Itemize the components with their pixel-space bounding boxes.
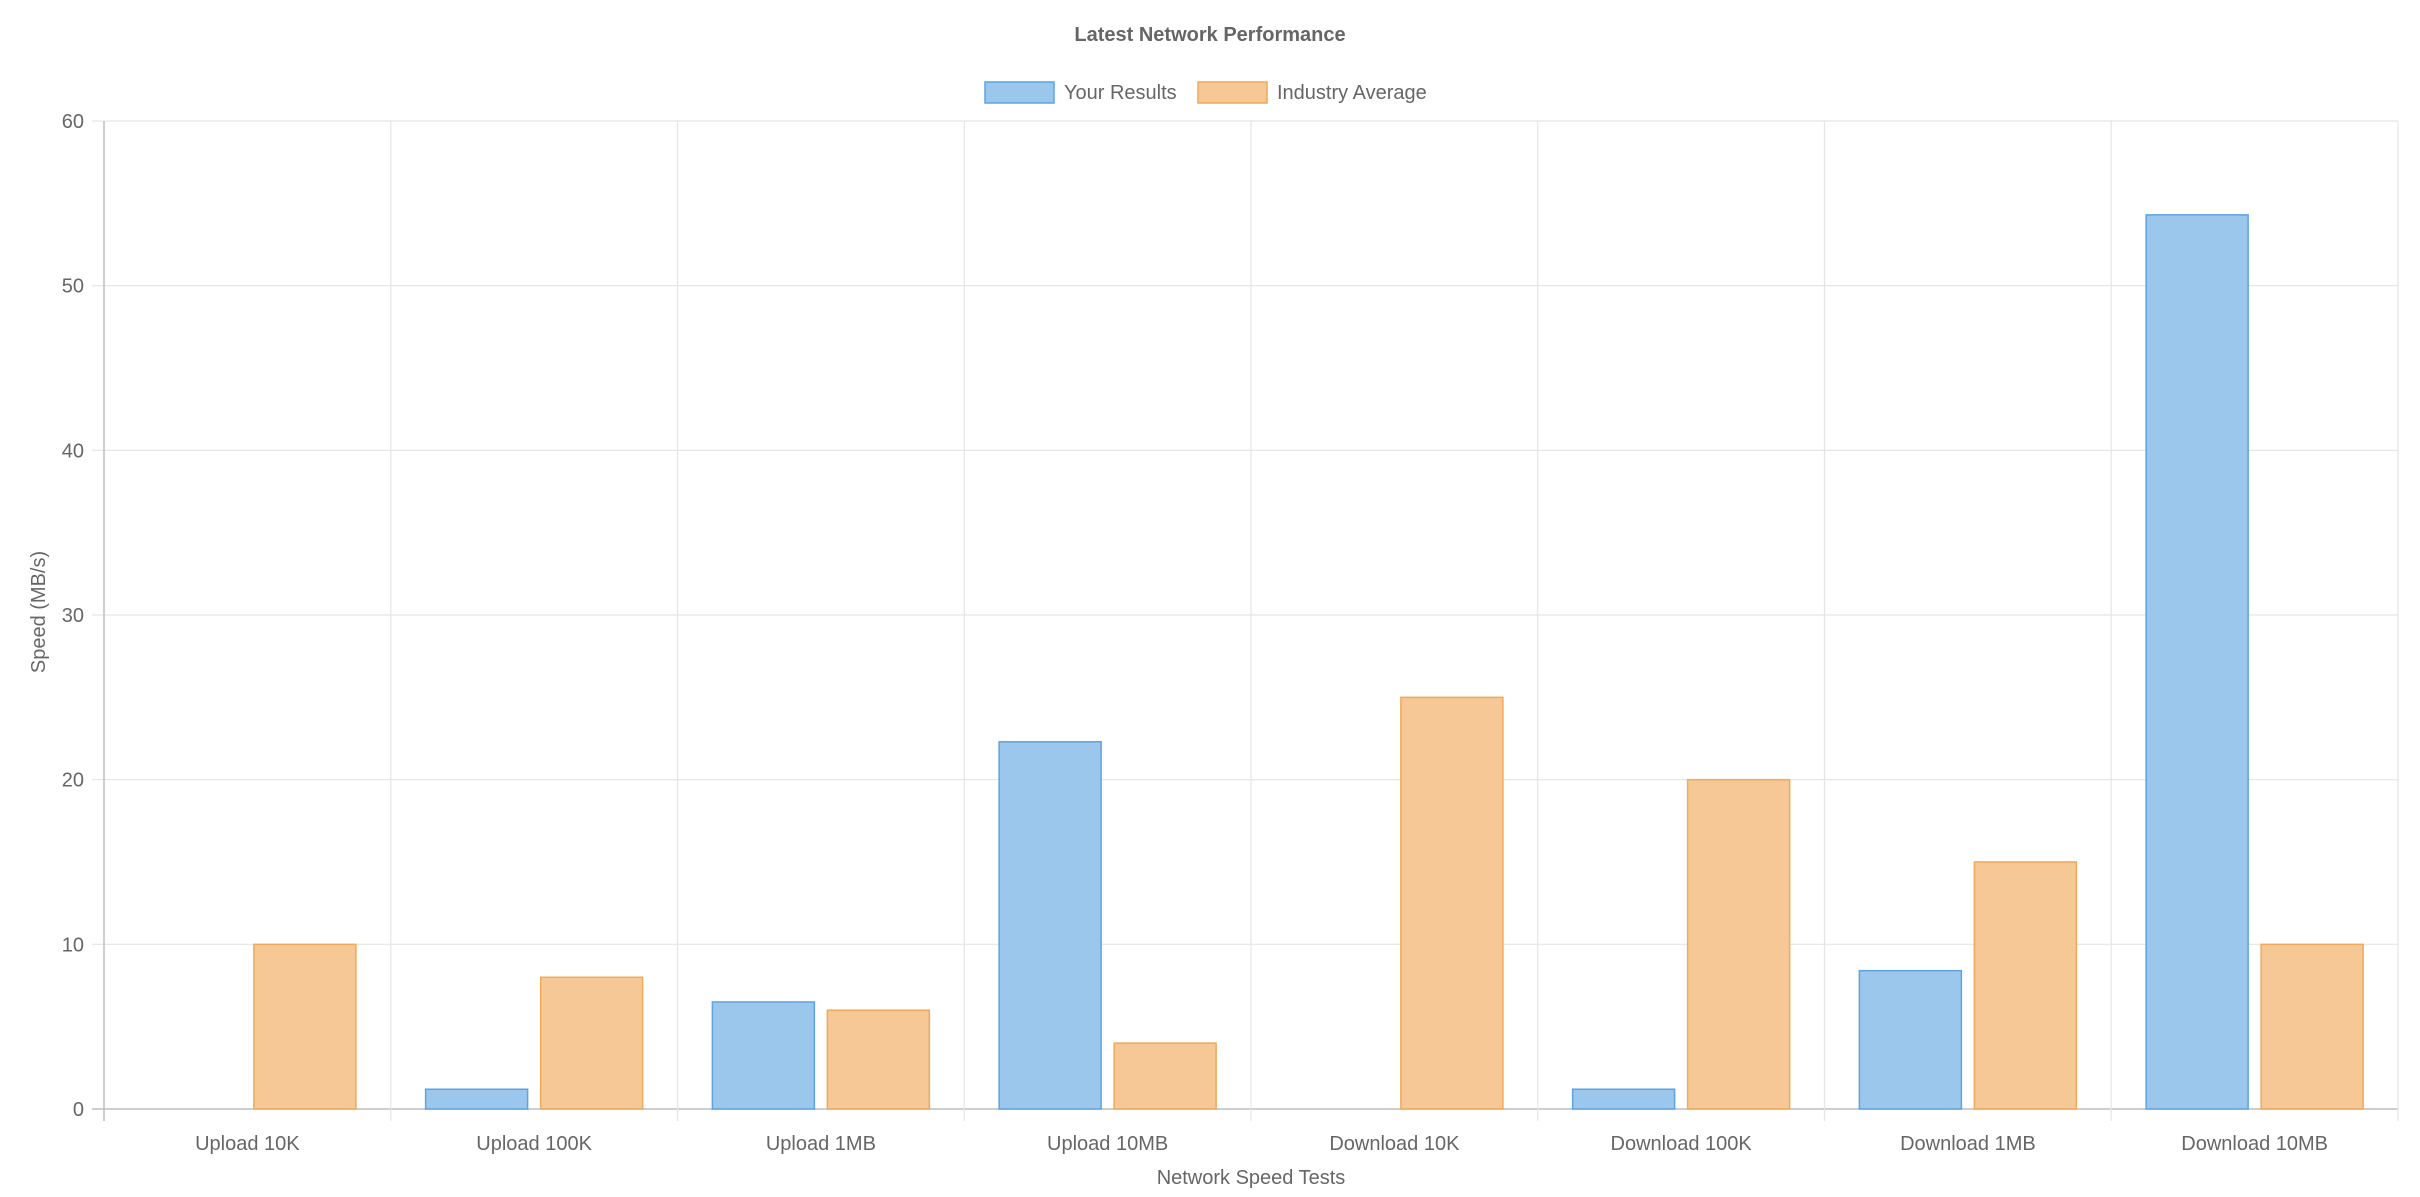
bar-industry-average[interactable]: [253, 943, 357, 1110]
bar-your-results[interactable]: [424, 1088, 529, 1110]
x-tick-label: Upload 10MB: [1047, 1133, 1168, 1155]
bar-your-results[interactable]: [711, 1001, 816, 1110]
bar-your-results[interactable]: [1858, 969, 1963, 1110]
x-tick-label: Download 1MB: [1900, 1133, 2036, 1155]
bar-industry-average[interactable]: [2260, 943, 2364, 1110]
x-tick-label: Download 10K: [1329, 1133, 1460, 1155]
legend-item-your-results[interactable]: Your Results: [984, 81, 1177, 104]
y-tick-label: 30: [62, 605, 84, 627]
y-tick-label: 20: [62, 770, 84, 792]
legend: Your Results Industry Average: [984, 81, 1427, 104]
bar-industry-average[interactable]: [539, 976, 644, 1110]
bar-industry-average[interactable]: [1973, 861, 2078, 1110]
bar-industry-average[interactable]: [1113, 1042, 1217, 1110]
x-axis-label: Network Speed Tests: [1157, 1167, 1346, 1189]
x-tick-label: Upload 100K: [476, 1133, 592, 1155]
x-tick-label: Download 100K: [1611, 1133, 1753, 1155]
bar-your-results[interactable]: [1571, 1088, 1676, 1110]
y-tick-label: 50: [62, 276, 84, 298]
bar-industry-average[interactable]: [826, 1009, 931, 1110]
y-axis-label: Speed (MB/s): [28, 551, 50, 673]
y-tick-label: 40: [62, 440, 84, 462]
legend-label-industry-average: Industry Average: [1277, 82, 1427, 104]
bar-industry-average[interactable]: [1400, 696, 1504, 1110]
y-axis-tick-labels: 0 10 20 30 40 50 60: [62, 111, 84, 1121]
x-tick-label: Upload 1MB: [766, 1133, 876, 1155]
bar-your-results[interactable]: [2145, 214, 2249, 1110]
x-tick-label: Download 10MB: [2181, 1133, 2328, 1155]
grid-lines: [92, 120, 2399, 1121]
legend-label-your-results: Your Results: [1064, 82, 1177, 104]
chart-title: Latest Network Performance: [1074, 24, 1345, 46]
bar-industry-average[interactable]: [1686, 778, 1791, 1110]
x-tick-label: Upload 10K: [195, 1133, 300, 1155]
legend-item-industry-average[interactable]: Industry Average: [1197, 81, 1427, 104]
bar-your-results[interactable]: [998, 741, 1102, 1110]
legend-swatch-your-results: [984, 81, 1055, 104]
y-tick-label: 10: [62, 934, 84, 956]
y-tick-label: 60: [62, 111, 84, 133]
y-tick-label: 0: [73, 1099, 84, 1121]
bars: [253, 214, 2364, 1110]
legend-swatch-industry-average: [1197, 81, 1268, 104]
x-axis-tick-labels: Upload 10K Upload 100K Upload 1MB Upload 10…: [195, 1133, 2328, 1155]
